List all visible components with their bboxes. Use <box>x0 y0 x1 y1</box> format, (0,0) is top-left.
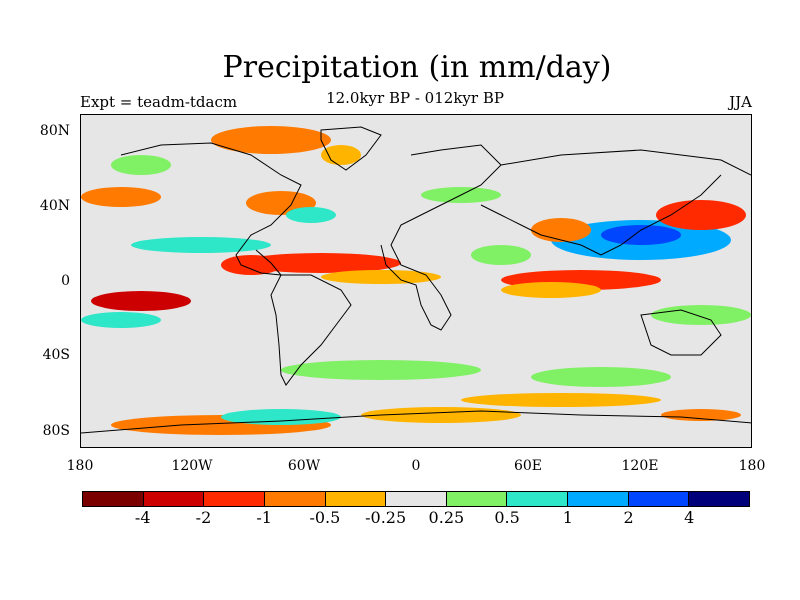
anomaly-patch <box>531 367 671 387</box>
y-tick-40s: 40S <box>42 347 70 363</box>
chart-title: Precipitation (in mm/day) <box>222 50 612 85</box>
colorbar-label: -2 <box>195 508 212 527</box>
anomaly-patch <box>651 305 751 325</box>
anomaly-patch <box>211 126 331 154</box>
x-tick-0: 0 <box>411 458 421 474</box>
coastline-europe-africa <box>380 144 502 331</box>
anomaly-patch <box>471 245 531 265</box>
y-tick-80s: 80S <box>42 423 70 439</box>
colorbar-cell <box>386 492 447 506</box>
colorbar-label: 0.25 <box>428 508 465 527</box>
colorbar-cell <box>568 492 629 506</box>
coastlines <box>81 126 751 434</box>
anomaly-patch <box>221 409 341 425</box>
anomaly-patch <box>461 393 661 407</box>
colorbar-label: -1 <box>256 508 272 527</box>
anomaly-patch <box>111 155 171 175</box>
x-tick-60w: 60W <box>287 458 321 474</box>
colorbar-cell <box>143 492 205 506</box>
coastline-antarctica <box>81 410 751 434</box>
x-tick-120e: 120E <box>621 458 659 474</box>
colorbar-cell <box>204 492 265 506</box>
y-tick-80n: 80N <box>39 123 70 139</box>
anomaly-patch <box>131 237 271 253</box>
anomaly-patch <box>321 270 441 284</box>
coastline-south-america <box>270 274 352 386</box>
anomaly-patch <box>601 225 681 245</box>
x-tick-180w: 180 <box>66 458 94 474</box>
colorbar-label: -4 <box>134 508 151 527</box>
anomaly-patch <box>241 253 401 273</box>
colorbar-label: -0.5 <box>309 508 341 527</box>
coastline-north-america <box>120 142 302 276</box>
anomaly-patch <box>81 312 161 328</box>
colorbar-label: 4 <box>684 508 695 527</box>
anomaly-patch <box>91 291 191 311</box>
colorbar <box>82 491 750 507</box>
colorbar-cell <box>628 492 690 506</box>
anomaly-patch <box>531 218 591 242</box>
colorbar-label: 2 <box>623 508 634 527</box>
anomaly-patch <box>286 207 336 223</box>
coastline-australia <box>640 309 722 356</box>
precipitation-map <box>81 126 751 435</box>
colorbar-cell <box>83 492 144 506</box>
y-tick-0: 0 <box>61 273 70 289</box>
experiment-label: Expt = teadm-tdacm <box>80 93 238 111</box>
map-frame <box>80 114 752 448</box>
x-tick-180e: 180 <box>738 458 766 474</box>
anomaly-patch <box>661 409 741 421</box>
colorbar-cell <box>446 492 508 506</box>
colorbar-label: 0.5 <box>494 508 520 527</box>
season-label: JJA <box>729 93 752 111</box>
anomaly-patch <box>321 145 361 165</box>
x-tick-60e: 60E <box>513 458 543 474</box>
x-tick-120w: 120W <box>171 458 213 474</box>
colorbar-cell <box>264 492 326 506</box>
colorbar-label: -0.25 <box>365 508 407 527</box>
anomaly-patch <box>656 200 746 230</box>
chart-subtitle: 12.0kyr BP - 012kyr BP <box>326 89 504 107</box>
anomaly-patch <box>81 187 161 207</box>
anomaly-patches <box>81 126 751 435</box>
coastline-greenland <box>320 126 382 171</box>
colorbar-cell <box>689 492 750 506</box>
anomaly-patch <box>281 360 481 380</box>
coastline-asia <box>480 149 751 256</box>
colorbar-cell <box>507 492 569 506</box>
colorbar-cell <box>325 492 387 506</box>
y-tick-40n: 40N <box>39 198 70 214</box>
anomaly-patch <box>501 282 601 298</box>
colorbar-label: 1 <box>562 508 573 527</box>
